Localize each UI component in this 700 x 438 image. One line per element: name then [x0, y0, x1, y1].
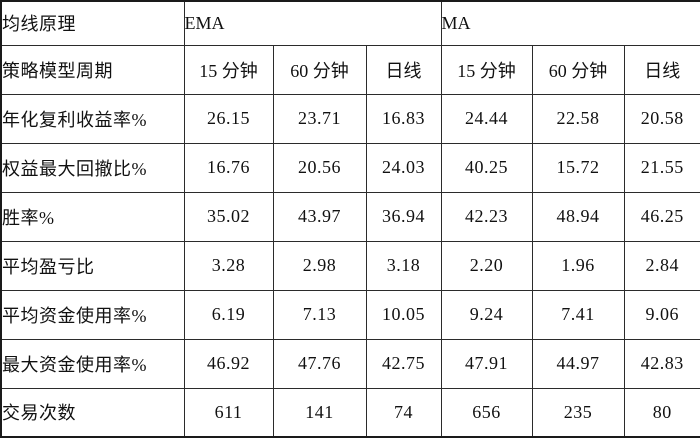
- period-label: 策略模型周期: [0, 44, 185, 95]
- period-header-ma-60min: 60 分钟: [531, 44, 625, 95]
- period-header-ma-daily: 日线: [623, 44, 700, 95]
- value-cell: 24.44: [440, 93, 533, 144]
- row-label: 交易次数: [0, 387, 185, 438]
- value-cell: 1.96: [531, 240, 625, 291]
- value-cell: 20.56: [272, 142, 367, 193]
- principle-label: 均线原理: [0, 0, 185, 46]
- value-cell: 42.75: [365, 338, 442, 389]
- row-label: 权益最大回撤比%: [0, 142, 185, 193]
- period-header-ema-daily: 日线: [365, 44, 442, 95]
- table-row-header-principle: 均线原理 EMA MA: [0, 0, 700, 46]
- row-label: 平均资金使用率%: [0, 289, 185, 340]
- value-cell: 44.97: [531, 338, 625, 389]
- value-cell: 9.24: [440, 289, 533, 340]
- value-cell: 3.18: [365, 240, 442, 291]
- value-cell: 42.83: [623, 338, 700, 389]
- value-cell: 42.23: [440, 191, 533, 242]
- value-cell: 47.76: [272, 338, 367, 389]
- value-cell: 20.58: [623, 93, 700, 144]
- table-row-win-rate: 胜率% 35.02 43.97 36.94 42.23 48.94 46.25: [0, 191, 700, 242]
- value-cell: 16.76: [183, 142, 274, 193]
- value-cell: 26.15: [183, 93, 274, 144]
- value-cell: 15.72: [531, 142, 625, 193]
- value-cell: 23.71: [272, 93, 367, 144]
- value-cell: 22.58: [531, 93, 625, 144]
- value-cell: 2.98: [272, 240, 367, 291]
- table-row-trade-count: 交易次数 611 141 74 656 235 80: [0, 387, 700, 438]
- value-cell: 48.94: [531, 191, 625, 242]
- value-cell: 74: [365, 387, 442, 438]
- value-cell: 10.05: [365, 289, 442, 340]
- value-cell: 46.92: [183, 338, 274, 389]
- table-row-avg-capital-usage: 平均资金使用率% 6.19 7.13 10.05 9.24 7.41 9.06: [0, 289, 700, 340]
- value-cell: 2.84: [623, 240, 700, 291]
- value-cell: 40.25: [440, 142, 533, 193]
- row-label: 平均盈亏比: [0, 240, 185, 291]
- period-header-ema-60min: 60 分钟: [272, 44, 367, 95]
- value-cell: 611: [183, 387, 274, 438]
- period-header-ma-15min: 15 分钟: [440, 44, 533, 95]
- value-cell: 46.25: [623, 191, 700, 242]
- period-header-ema-15min: 15 分钟: [183, 44, 274, 95]
- value-cell: 235: [531, 387, 625, 438]
- row-label: 年化复利收益率%: [0, 93, 185, 144]
- row-label: 胜率%: [0, 191, 185, 242]
- value-cell: 2.20: [440, 240, 533, 291]
- value-cell: 43.97: [272, 191, 367, 242]
- table-row-max-drawdown: 权益最大回撤比% 16.76 20.56 24.03 40.25 15.72 2…: [0, 142, 700, 193]
- value-cell: 24.03: [365, 142, 442, 193]
- row-label: 最大资金使用率%: [0, 338, 185, 389]
- group-header-ma: MA: [440, 0, 700, 46]
- value-cell: 141: [272, 387, 367, 438]
- value-cell: 47.91: [440, 338, 533, 389]
- value-cell: 7.41: [531, 289, 625, 340]
- table-row-annualized-return: 年化复利收益率% 26.15 23.71 16.83 24.44 22.58 2…: [0, 93, 700, 144]
- value-cell: 9.06: [623, 289, 700, 340]
- value-cell: 7.13: [272, 289, 367, 340]
- value-cell: 6.19: [183, 289, 274, 340]
- value-cell: 656: [440, 387, 533, 438]
- table-row-avg-profit-loss-ratio: 平均盈亏比 3.28 2.98 3.18 2.20 1.96 2.84: [0, 240, 700, 291]
- value-cell: 21.55: [623, 142, 700, 193]
- table-row-header-periods: 策略模型周期 15 分钟 60 分钟 日线 15 分钟 60 分钟 日线: [0, 44, 700, 95]
- value-cell: 16.83: [365, 93, 442, 144]
- group-header-ema: EMA: [183, 0, 442, 46]
- value-cell: 80: [623, 387, 700, 438]
- value-cell: 35.02: [183, 191, 274, 242]
- value-cell: 3.28: [183, 240, 274, 291]
- table-row-max-capital-usage: 最大资金使用率% 46.92 47.76 42.75 47.91 44.97 4…: [0, 338, 700, 389]
- value-cell: 36.94: [365, 191, 442, 242]
